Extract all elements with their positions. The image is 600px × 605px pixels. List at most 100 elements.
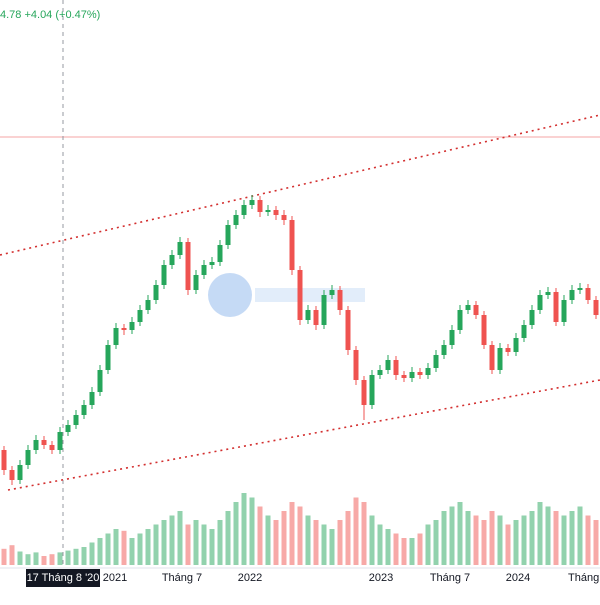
candle-body [353,350,359,380]
candle-body [433,355,439,368]
candle-body [193,275,199,290]
watermark-logo [208,273,252,317]
candle-body [145,300,151,310]
volume-bar [17,551,23,565]
trend-line-lower [7,379,600,491]
candle-body [73,415,79,425]
x-tick-label: Tháng 7 [430,572,470,584]
candle-body [409,372,415,378]
candle-body [161,265,167,285]
volume-bar [577,506,583,565]
volume-bar [217,520,223,565]
volume-bar [433,520,439,565]
volume-bar [57,552,63,565]
candle-body [129,322,135,330]
volume-bar [233,502,239,565]
trend-line-upper [0,114,600,256]
x-tick-label: Tháng 7 [162,572,202,584]
volume-bar [521,515,527,565]
candle-body [41,440,47,445]
candle-body [425,368,431,375]
watermark-text [255,288,365,302]
candle-body [521,325,527,338]
candle-body [1,450,7,470]
volume-bar [9,545,15,565]
volume-bar [249,497,255,565]
volume-bar [49,554,55,565]
volume-bar [313,520,319,565]
x-tick-label: 2024 [506,572,530,584]
volume-bar [529,511,535,565]
candle-body [137,310,143,322]
candle-body [329,290,335,295]
volume-bar [33,552,39,565]
candle-body [57,432,63,450]
volume-bar [465,511,471,565]
candle-body [377,370,383,375]
volume-bar [513,520,519,565]
candle-body [545,292,551,295]
candle-body [321,295,327,325]
candle-body [65,425,71,432]
candle-body [473,305,479,315]
candle-body [105,345,111,370]
candle-body [89,392,95,405]
volume-bar [209,529,215,565]
candle-body [233,215,239,225]
candle-body [185,242,191,290]
volume-bar [225,511,231,565]
x-tick-label: 2021 [103,572,127,584]
candle-body [313,310,319,325]
candle-body [345,310,351,350]
volume-bar [569,511,575,565]
volume-bar [201,524,207,565]
candle-body [25,450,31,465]
volume-bar [553,511,559,565]
volume-bar [393,533,399,565]
volume-bar [345,511,351,565]
volume-bar [241,493,247,565]
candle-body [393,360,399,375]
volume-bar [25,554,31,565]
volume-bar [497,515,503,565]
candle-body [305,310,311,320]
volume-bar [65,550,71,565]
candle-body [585,288,591,300]
volume-bar [273,520,279,565]
volume-bar [505,524,511,565]
candle-body [457,310,463,330]
candle-body [33,440,39,450]
volume-bar [337,520,343,565]
volume-bar [289,502,295,565]
candle-body [553,292,559,322]
volume-bar [169,515,175,565]
candle-body [281,215,287,220]
volume-bar [257,506,263,565]
x-tick-label: Tháng 7 [568,572,600,584]
volume-bar [449,506,455,565]
candle-body [449,330,455,345]
legend-text: 4.78 +4.04 (+0.47%) [0,9,100,21]
candle-body [529,310,535,325]
candle-body [9,470,15,480]
volume-bar [537,502,543,565]
volume-bar [113,529,119,565]
volume-bar [425,524,431,565]
volume-bar [153,524,159,565]
volume-bar [417,533,423,565]
candle-body [385,360,391,370]
volume-bar [329,529,335,565]
volume-bar [593,520,599,565]
candle-body [369,375,375,405]
candle-body [113,328,119,345]
volume-bar [297,506,303,565]
candle-body [201,265,207,275]
volume-bar [129,538,135,565]
volume-bar [369,515,375,565]
candle-body [225,225,231,245]
volume-bar [145,529,151,565]
volume-bar [457,502,463,565]
candle-body [153,285,159,300]
volume-bar [97,538,103,565]
